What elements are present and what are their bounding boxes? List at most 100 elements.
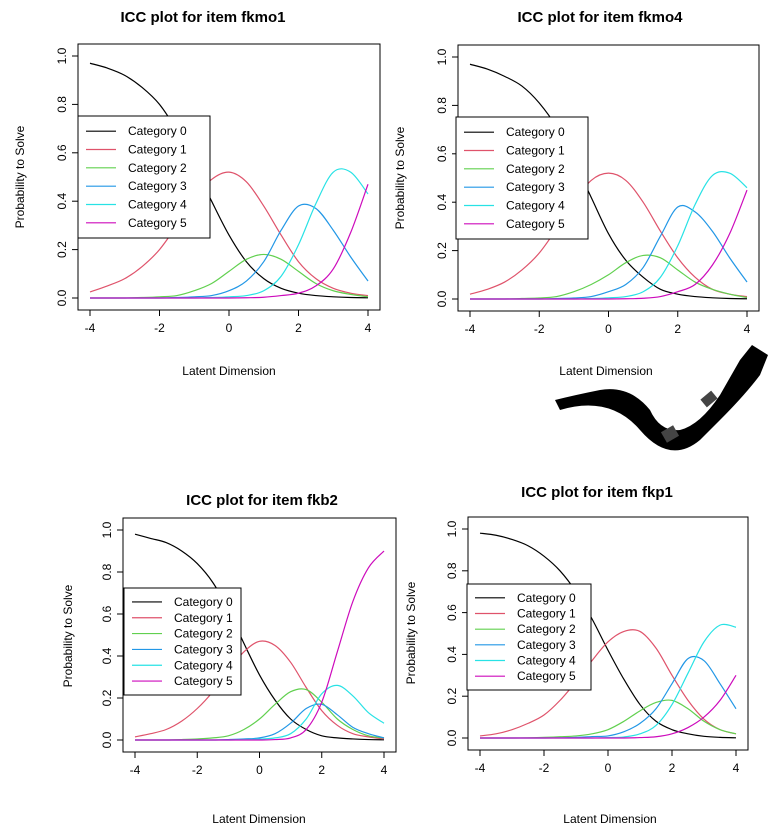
legend-label: Category 3 bbox=[128, 179, 187, 193]
series-line bbox=[89, 62, 369, 299]
icc-chart-fkp1: ICC plot for item fkp1 Latent Dimension … bbox=[404, 484, 749, 826]
x-tick-label: -2 bbox=[192, 763, 203, 777]
legend-label: Category 2 bbox=[517, 622, 576, 636]
x-tick-label: 0 bbox=[226, 321, 233, 335]
y-axis-label: Probability to Solve bbox=[404, 581, 418, 684]
y-tick-label: 1.0 bbox=[55, 47, 69, 64]
legend-label: Category 1 bbox=[128, 143, 187, 157]
x-tick-label: 4 bbox=[733, 761, 740, 775]
x-axis-label: Latent Dimension bbox=[563, 812, 656, 826]
y-tick-label: 0.4 bbox=[435, 194, 449, 211]
x-tick-label: 2 bbox=[295, 321, 302, 335]
y-tick-label: 0.6 bbox=[55, 144, 69, 161]
y-axis-label: Probability to Solve bbox=[61, 584, 75, 687]
chart-panel-fkmo4: ICC plot for item fkmo4 Latent Dimension… bbox=[382, 0, 771, 390]
y-tick-label: 1.0 bbox=[100, 521, 114, 538]
x-tick-label: 4 bbox=[365, 321, 372, 335]
legend-label: Category 5 bbox=[517, 669, 576, 683]
y-tick-label: 0.4 bbox=[55, 193, 69, 210]
icc-chart-fkmo1: ICC plot for item fkmo1 Latent Dimension… bbox=[13, 9, 381, 378]
y-tick-label: 0.8 bbox=[55, 96, 69, 113]
legend-label: Category 5 bbox=[128, 216, 187, 230]
x-tick-label: -2 bbox=[539, 761, 550, 775]
series-line bbox=[134, 640, 385, 740]
y-tick-label: 0.4 bbox=[100, 647, 114, 664]
y-tick-label: 0.2 bbox=[445, 688, 459, 705]
y-tick-label: 1.0 bbox=[445, 520, 459, 537]
legend-label: Category 1 bbox=[517, 607, 576, 621]
legend-label: Category 5 bbox=[174, 674, 233, 688]
y-axis-label: Probability to Solve bbox=[13, 125, 27, 228]
legend-label: Category 4 bbox=[517, 654, 576, 668]
series-line bbox=[134, 533, 385, 741]
legend-label: Category 4 bbox=[174, 658, 233, 672]
legend-label: Category 1 bbox=[506, 144, 565, 158]
legend-label: Category 4 bbox=[506, 199, 565, 213]
x-axis-label: Latent Dimension bbox=[212, 812, 305, 826]
legend-label: Category 0 bbox=[506, 125, 565, 139]
legend-label: Category 3 bbox=[174, 642, 233, 656]
x-tick-label: 4 bbox=[744, 322, 751, 336]
legend-box bbox=[123, 587, 242, 696]
y-axis-label: Probability to Solve bbox=[393, 126, 407, 229]
series-line bbox=[89, 184, 369, 299]
x-axis-label: Latent Dimension bbox=[182, 364, 275, 378]
x-tick-label: -4 bbox=[465, 322, 476, 336]
y-tick-label: 0.8 bbox=[100, 563, 114, 580]
legend-label: Category 0 bbox=[128, 124, 187, 138]
y-tick-label: 0.0 bbox=[55, 289, 69, 306]
legend-label: Category 2 bbox=[174, 627, 233, 641]
legend-label: Category 3 bbox=[506, 180, 565, 194]
legend-box bbox=[77, 115, 211, 239]
y-tick-label: 0.8 bbox=[445, 562, 459, 579]
x-axis-label: Latent Dimension bbox=[559, 364, 652, 378]
series-line bbox=[479, 532, 737, 739]
x-tick-label: 2 bbox=[674, 322, 681, 336]
series-line bbox=[479, 629, 737, 737]
y-tick-label: 0.8 bbox=[435, 97, 449, 114]
y-tick-label: 0.0 bbox=[100, 731, 114, 748]
series-line bbox=[135, 550, 385, 741]
y-tick-label: 0.2 bbox=[100, 689, 114, 706]
legend-label: Category 2 bbox=[128, 161, 187, 175]
chart-title: ICC plot for item fkmo4 bbox=[517, 9, 683, 26]
y-tick-label: 0.6 bbox=[445, 604, 459, 621]
legend-box bbox=[455, 116, 589, 240]
y-tick-label: 0.6 bbox=[100, 605, 114, 622]
x-tick-label: 2 bbox=[318, 763, 325, 777]
x-tick-label: -4 bbox=[130, 763, 141, 777]
series-line bbox=[470, 189, 748, 300]
x-tick-label: -2 bbox=[154, 321, 165, 335]
x-tick-label: -4 bbox=[475, 761, 486, 775]
legend-label: Category 0 bbox=[517, 591, 576, 605]
series-line bbox=[469, 63, 748, 300]
chart-title: ICC plot for item fkb2 bbox=[186, 492, 338, 509]
x-tick-label: 4 bbox=[381, 763, 388, 777]
legend-label: Category 4 bbox=[128, 198, 187, 212]
icc-chart-fkb2: ICC plot for item fkb2 Latent Dimension … bbox=[61, 492, 397, 826]
legend-label: Category 2 bbox=[506, 162, 565, 176]
x-tick-label: 0 bbox=[605, 761, 612, 775]
legend-label: Category 0 bbox=[174, 595, 233, 609]
y-tick-label: 1.0 bbox=[435, 48, 449, 65]
x-tick-label: -4 bbox=[85, 321, 96, 335]
chart-title: ICC plot for item fkmo1 bbox=[120, 9, 285, 26]
x-tick-label: 0 bbox=[256, 763, 263, 777]
x-tick-label: 0 bbox=[605, 322, 612, 336]
y-tick-label: 0.2 bbox=[435, 242, 449, 259]
chart-panel-fkp1: ICC plot for item fkp1 Latent Dimension … bbox=[397, 480, 769, 830]
y-tick-label: 0.0 bbox=[435, 290, 449, 307]
series-line bbox=[479, 674, 737, 739]
y-tick-label: 0.0 bbox=[445, 729, 459, 746]
icc-chart-fkmo4: ICC plot for item fkmo4 Latent Dimension… bbox=[393, 9, 760, 378]
y-tick-label: 0.4 bbox=[445, 646, 459, 663]
series-line bbox=[469, 172, 748, 298]
y-tick-label: 0.6 bbox=[435, 145, 449, 162]
chart-panel-fkb2: ICC plot for item fkb2 Latent Dimension … bbox=[0, 480, 397, 830]
y-tick-label: 0.2 bbox=[55, 241, 69, 258]
legend-label: Category 5 bbox=[506, 217, 565, 231]
x-tick-label: -2 bbox=[534, 322, 545, 336]
chart-title: ICC plot for item fkp1 bbox=[521, 484, 673, 501]
x-tick-label: 2 bbox=[669, 761, 676, 775]
